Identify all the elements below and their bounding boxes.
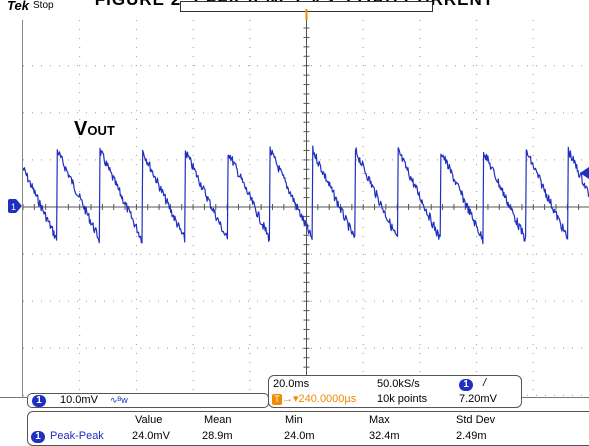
timebase-readout[interactable]: 20.0ms 50.0kS/s 1 / T →▾240.0000µs 10k po… <box>268 375 522 408</box>
header-mean: Mean <box>204 414 232 426</box>
trigger-t-icon: T <box>272 394 282 405</box>
header-max: Max <box>369 414 390 426</box>
measurement-min: 24.0m <box>284 430 315 442</box>
header-value: Value <box>135 414 163 426</box>
sample-rate: 50.0kS/s <box>377 378 420 390</box>
trigger-slope-icon: / <box>483 377 487 389</box>
header-std-dev: Std Dev <box>456 414 496 426</box>
measurement-header: Value Mean Min Max Std Dev <box>28 414 589 427</box>
channel-scale: 10.0mV <box>60 394 98 406</box>
svg-text:1: 1 <box>11 202 16 212</box>
measurement-max: 32.4m <box>369 430 400 442</box>
vout-waveform-trace <box>23 145 589 245</box>
tek-logo: Tek <box>7 0 29 13</box>
measurement-value: 24.0mV <box>132 430 170 442</box>
channel-1-readout[interactable]: 1 10.0mV ∿ᴮw <box>27 393 269 408</box>
measurement-mean: 28.9m <box>202 430 233 442</box>
trigger-level-icon[interactable] <box>578 166 589 179</box>
channel-badge: 1 <box>32 394 46 407</box>
trigger-position: T →▾240.0000µs <box>272 393 356 406</box>
record-length: 10k points <box>377 393 428 405</box>
trigger-source-badge: 1 <box>459 378 473 391</box>
horizontal-scale: 20.0ms <box>273 378 310 390</box>
measurement-panel[interactable]: Value Mean Min Max Std Dev 1 Peak-Peak 2… <box>27 411 589 446</box>
measurement-name: Peak-Peak <box>50 430 104 442</box>
scope-top-bar: Tek Stop <box>0 0 589 13</box>
vout-label: VOUT <box>74 118 115 140</box>
header-min: Min <box>285 414 303 426</box>
trigger-level: 7.20mV <box>459 393 497 405</box>
measurement-std-dev: 2.49m <box>456 430 487 442</box>
run-state: Stop <box>33 0 54 11</box>
waveform-display[interactable] <box>22 20 589 397</box>
measurement-row[interactable]: 1 Peak-Peak 24.0mV 28.9m 24.0m 32.4m 2.4… <box>28 430 589 443</box>
measurement-channel-badge: 1 <box>31 430 45 443</box>
graticule-and-trace <box>23 20 589 397</box>
channel-1-ground-marker-icon[interactable]: 1 <box>8 199 22 213</box>
bandwidth-limit-icon: ∿ᴮw <box>110 395 128 405</box>
